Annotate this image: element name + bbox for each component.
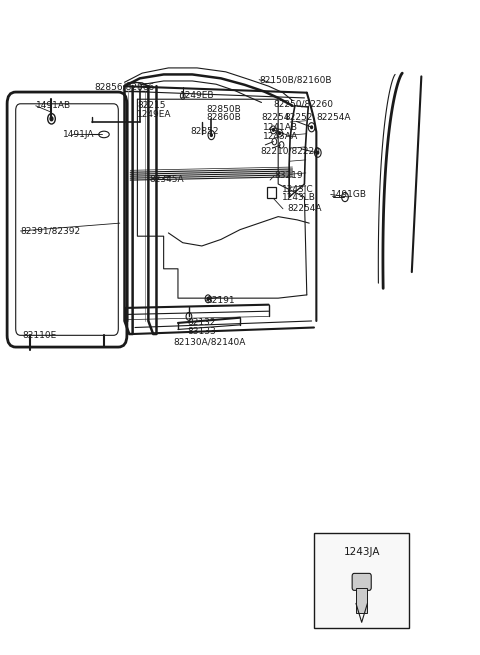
Text: 82254A: 82254A xyxy=(288,204,322,213)
Circle shape xyxy=(50,117,53,121)
Text: 82252: 82252 xyxy=(284,113,312,122)
Text: 1491GB: 1491GB xyxy=(331,190,367,199)
Text: 82856/82866: 82856/82866 xyxy=(95,83,155,92)
Text: 1249EB: 1249EB xyxy=(180,92,215,100)
Circle shape xyxy=(207,297,209,300)
Bar xyxy=(314,533,409,627)
Text: 82210/82220: 82210/82220 xyxy=(260,147,320,156)
Text: 82150B/82160B: 82150B/82160B xyxy=(259,75,332,84)
Text: 82250/82260: 82250/82260 xyxy=(274,100,334,109)
Circle shape xyxy=(210,134,212,136)
Text: 82254A: 82254A xyxy=(316,113,351,122)
Bar xyxy=(356,588,367,612)
Text: 82852: 82852 xyxy=(190,127,218,136)
Text: 1243JA: 1243JA xyxy=(327,548,363,558)
Text: 1243LB: 1243LB xyxy=(282,193,316,202)
Circle shape xyxy=(311,126,312,128)
Text: 82391/82392: 82391/82392 xyxy=(21,227,81,235)
Bar xyxy=(267,187,276,198)
Text: 82215: 82215 xyxy=(137,102,166,110)
Text: 1243JA: 1243JA xyxy=(344,547,380,557)
Text: 1491JA: 1491JA xyxy=(63,130,95,139)
Text: 1243JC: 1243JC xyxy=(282,185,313,194)
Text: 82130A/82140A: 82130A/82140A xyxy=(173,337,246,346)
Text: 1249EA: 1249EA xyxy=(137,110,172,119)
Text: 1243AA: 1243AA xyxy=(263,132,298,141)
Text: 1491AB: 1491AB xyxy=(36,102,71,110)
Circle shape xyxy=(317,151,319,154)
Circle shape xyxy=(273,128,275,131)
Text: 82345A: 82345A xyxy=(149,175,184,184)
Text: 83219: 83219 xyxy=(275,171,303,180)
Text: 82850B: 82850B xyxy=(206,105,241,113)
Text: 83133: 83133 xyxy=(188,327,216,336)
Text: 82860B: 82860B xyxy=(206,113,241,122)
Text: 82132: 82132 xyxy=(188,318,216,328)
Text: 82191: 82191 xyxy=(206,296,235,305)
Text: 82254: 82254 xyxy=(262,113,290,122)
Text: 82110E: 82110E xyxy=(23,331,57,341)
FancyBboxPatch shape xyxy=(352,573,371,590)
Text: 1241AB: 1241AB xyxy=(263,123,298,132)
Circle shape xyxy=(279,132,281,134)
